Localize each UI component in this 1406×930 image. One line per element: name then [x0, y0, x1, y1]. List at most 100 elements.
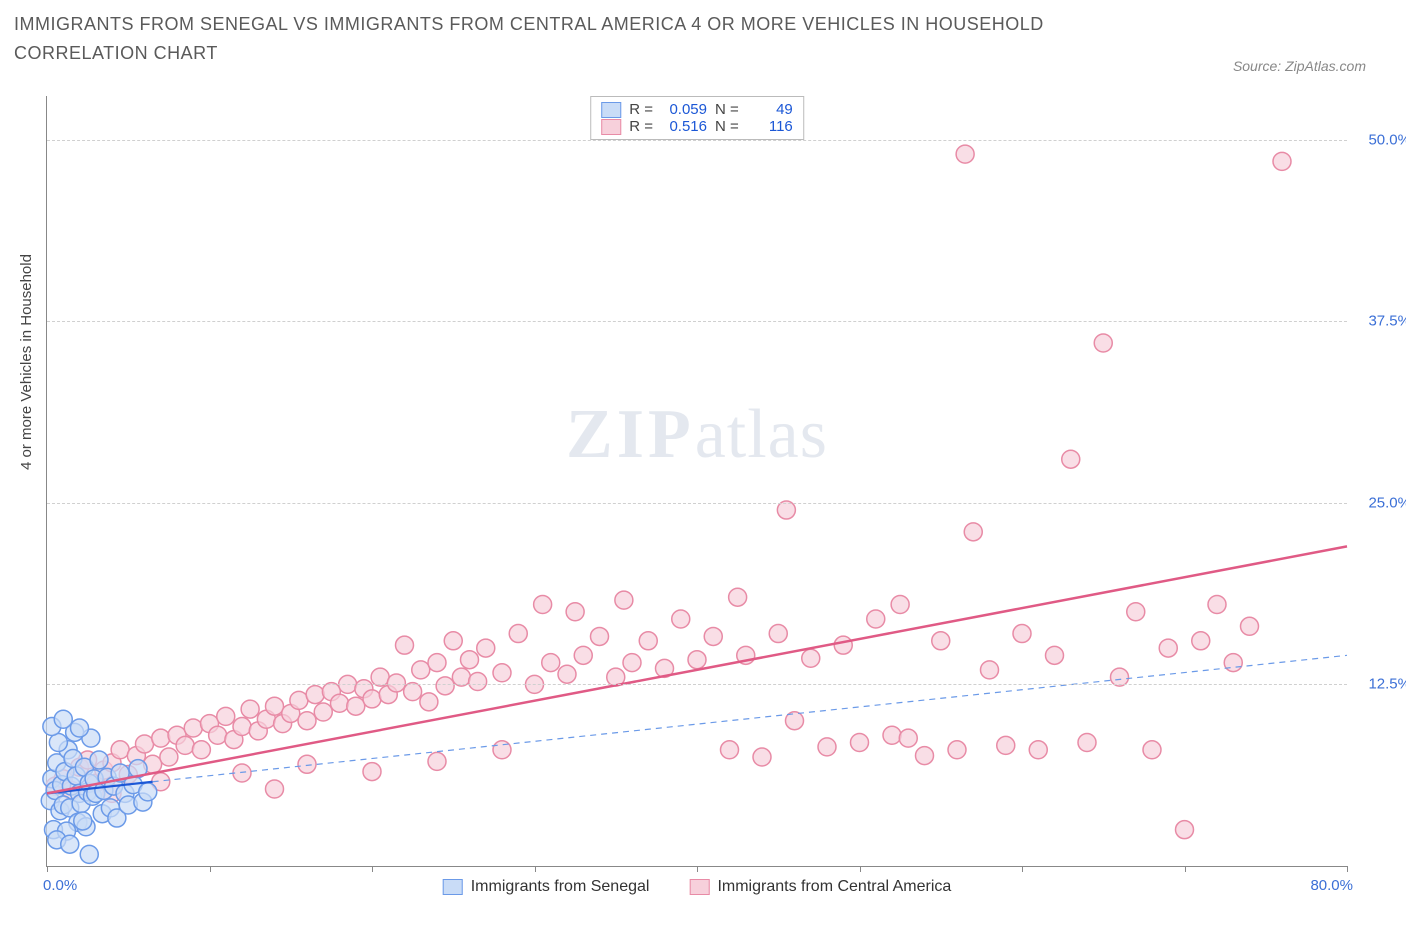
- data-point: [883, 726, 901, 744]
- source-attribution: Source: ZipAtlas.com: [1233, 58, 1366, 74]
- x-tick: [697, 866, 698, 872]
- data-point: [461, 651, 479, 669]
- data-point: [891, 595, 909, 613]
- data-point: [851, 734, 869, 752]
- data-point: [639, 632, 657, 650]
- data-point: [1029, 741, 1047, 759]
- data-point: [591, 627, 609, 645]
- y-tick-label: 12.5%: [1368, 676, 1406, 693]
- data-point: [136, 735, 154, 753]
- x-tick: [1347, 866, 1348, 872]
- data-point: [1062, 450, 1080, 468]
- data-point: [1192, 632, 1210, 650]
- data-point: [802, 649, 820, 667]
- data-point: [428, 752, 446, 770]
- data-point: [721, 741, 739, 759]
- data-point: [396, 636, 414, 654]
- data-point: [867, 610, 885, 628]
- data-point: [71, 719, 89, 737]
- data-point: [298, 712, 316, 730]
- data-point: [1176, 821, 1194, 839]
- data-point: [266, 780, 284, 798]
- data-point: [241, 700, 259, 718]
- data-point: [534, 595, 552, 613]
- legend-label-central-america: Immigrants from Central America: [717, 878, 951, 896]
- data-point: [428, 654, 446, 672]
- scatter-plot: ZIPatlas R = 0.059 N = 49 R = 0.516 N = …: [46, 96, 1347, 867]
- data-point: [387, 674, 405, 692]
- data-point: [1127, 603, 1145, 621]
- data-point: [1159, 639, 1177, 657]
- data-point: [1143, 741, 1161, 759]
- data-point: [1046, 646, 1064, 664]
- trend-line: [153, 655, 1347, 781]
- data-point: [672, 610, 690, 628]
- y-tick-label: 25.0%: [1368, 494, 1406, 511]
- data-point: [209, 726, 227, 744]
- data-point: [331, 694, 349, 712]
- data-point: [152, 729, 170, 747]
- data-point: [347, 697, 365, 715]
- data-point: [1224, 654, 1242, 672]
- data-point: [184, 719, 202, 737]
- data-point: [192, 741, 210, 759]
- x-tick: [860, 866, 861, 872]
- data-point: [981, 661, 999, 679]
- x-tick: [535, 866, 536, 872]
- data-point: [217, 707, 235, 725]
- data-point: [80, 845, 98, 863]
- data-point: [956, 145, 974, 163]
- data-point: [997, 736, 1015, 754]
- data-point: [615, 591, 633, 609]
- y-tick-label: 37.5%: [1368, 313, 1406, 330]
- x-tick: [210, 866, 211, 872]
- data-point: [493, 664, 511, 682]
- data-point: [54, 710, 72, 728]
- data-point: [818, 738, 836, 756]
- data-point: [729, 588, 747, 606]
- data-point: [444, 632, 462, 650]
- data-point: [1208, 595, 1226, 613]
- x-tick: [372, 866, 373, 872]
- y-tick-label: 50.0%: [1368, 131, 1406, 148]
- data-point: [1013, 625, 1031, 643]
- data-point: [176, 736, 194, 754]
- data-point: [306, 686, 324, 704]
- gridline-h: [47, 503, 1347, 504]
- data-point: [574, 646, 592, 664]
- x-tick: [1022, 866, 1023, 872]
- legend-swatch-senegal: [443, 879, 463, 895]
- data-point: [916, 747, 934, 765]
- data-point: [566, 603, 584, 621]
- gridline-h: [47, 140, 1347, 141]
- data-point: [1094, 334, 1112, 352]
- data-point: [964, 523, 982, 541]
- data-point: [623, 654, 641, 672]
- data-point: [753, 748, 771, 766]
- legend-swatch-central-america: [689, 879, 709, 895]
- data-point: [74, 812, 92, 830]
- legend-label-senegal: Immigrants from Senegal: [471, 878, 650, 896]
- data-point: [688, 651, 706, 669]
- legend-item-central-america: Immigrants from Central America: [689, 878, 951, 896]
- x-tick-label: 0.0%: [43, 877, 77, 894]
- data-point: [932, 632, 950, 650]
- data-point: [769, 625, 787, 643]
- data-point: [363, 763, 381, 781]
- data-point: [290, 691, 308, 709]
- legend-item-senegal: Immigrants from Senegal: [443, 878, 650, 896]
- series-legend: Immigrants from Senegal Immigrants from …: [443, 878, 952, 896]
- data-point: [558, 665, 576, 683]
- svg-layer: [47, 96, 1347, 866]
- data-point: [1273, 152, 1291, 170]
- data-point: [834, 636, 852, 654]
- data-point: [420, 693, 438, 711]
- data-point: [477, 639, 495, 657]
- x-tick: [47, 866, 48, 872]
- data-point: [899, 729, 917, 747]
- data-point: [948, 741, 966, 759]
- data-point: [61, 835, 79, 853]
- data-point: [363, 690, 381, 708]
- data-point: [160, 748, 178, 766]
- data-point: [436, 677, 454, 695]
